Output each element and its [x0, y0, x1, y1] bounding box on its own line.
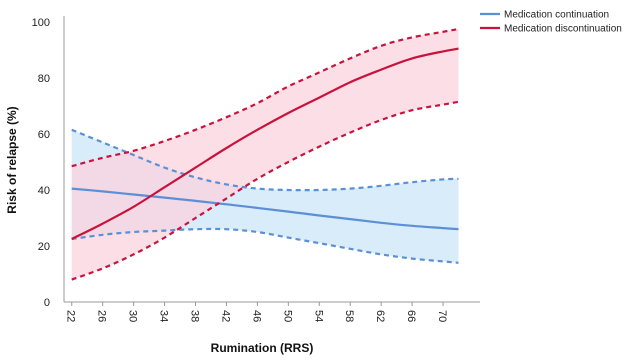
x-tick-label: 66: [405, 310, 417, 322]
x-axis-title: Rumination (RRS): [211, 341, 314, 355]
series-line-discontinuation: [71, 47, 459, 240]
series-line-continuation: [71, 187, 459, 231]
legend-label-discontinuation: Medication discontinuation: [504, 24, 622, 35]
x-tick-label: 54: [312, 310, 324, 322]
x-tick-label: 38: [189, 310, 201, 322]
confidence-band-discontinuation: [71, 29, 459, 280]
upper-ci-line-discontinuation: [71, 27, 459, 168]
y-axis-title: Risk of relapse (%): [5, 106, 19, 213]
x-tick-label: 30: [127, 310, 139, 322]
y-tick-label: 20: [38, 241, 50, 253]
x-tick-label: 42: [219, 310, 231, 322]
x-tick-label: 46: [250, 310, 262, 322]
y-tick-label: 40: [38, 185, 50, 197]
x-tick-label: 22: [65, 310, 77, 322]
y-tick-label: 80: [38, 73, 50, 85]
bands-layer: [71, 29, 459, 280]
lower-ci-line-continuation: [71, 227, 459, 264]
legend-label-continuation: Medication continuation: [504, 10, 609, 21]
lines-layer: [71, 27, 459, 281]
y-tick-label: 0: [44, 297, 50, 309]
y-tick-label: 60: [38, 129, 50, 141]
x-tick-label: 26: [96, 310, 108, 322]
y-tick-label: 100: [32, 17, 50, 29]
upper-ci-line-continuation: [71, 128, 459, 192]
x-tick-label: 34: [158, 310, 170, 322]
x-tick-label: 62: [374, 310, 386, 322]
ticks-layer: 0 20 40 60 80 100 22 26 30 34 38 42 46 50 54 58 62 66 70: [32, 17, 448, 322]
x-tick-label: 70: [436, 310, 448, 322]
legend: Medication continuation Medication discon…: [480, 10, 622, 35]
lower-ci-line-discontinuation: [71, 100, 459, 281]
x-tick-label: 58: [343, 310, 355, 322]
x-tick-label: 50: [281, 310, 293, 322]
